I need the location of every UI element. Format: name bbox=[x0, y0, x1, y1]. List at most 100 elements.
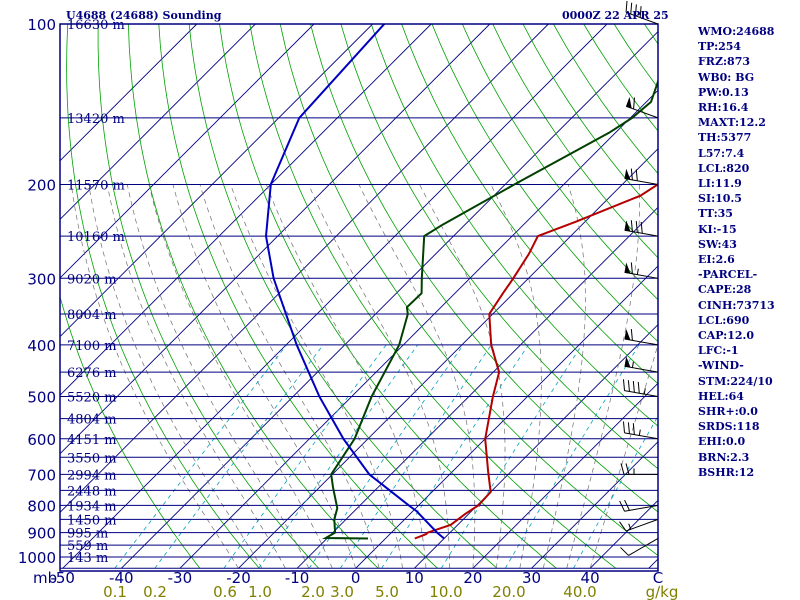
mixing-ratio-line bbox=[223, 344, 387, 569]
dry-adiabat-line bbox=[128, 24, 379, 569]
moist-adiabat-line bbox=[490, 184, 542, 569]
moist-adiabat-line bbox=[358, 184, 476, 569]
pressure-tick-label: 400 bbox=[27, 337, 56, 355]
wind-barb-flag bbox=[619, 521, 627, 532]
dry-adiabat-line bbox=[158, 24, 438, 569]
wind-barb-half-flag bbox=[636, 268, 639, 275]
moist-adiabat-line bbox=[199, 184, 380, 569]
plot-border bbox=[59, 23, 659, 572]
index-entry: SI:10.5 bbox=[698, 192, 742, 206]
moist-adiabat-line bbox=[419, 184, 506, 569]
wind-barb-staff bbox=[625, 518, 659, 532]
dry-adiabat-line bbox=[401, 24, 658, 385]
wind-barb-flag bbox=[630, 168, 633, 180]
wind-barb-flag bbox=[620, 547, 629, 556]
moist-adiabat-line bbox=[542, 184, 586, 569]
dry-adiabat-line bbox=[492, 24, 658, 259]
plot-frame bbox=[59, 23, 659, 572]
index-entry: CINH:73713 bbox=[698, 298, 775, 312]
wind-barb-flag bbox=[630, 328, 633, 341]
moist-adiabat-line bbox=[70, 184, 239, 569]
height-label: 10160 m bbox=[67, 230, 125, 245]
height-label: 559 m bbox=[67, 539, 108, 554]
wind-barb bbox=[625, 0, 659, 25]
isotherm-line bbox=[60, 24, 315, 279]
mixing-ratio-line bbox=[114, 344, 288, 569]
index-entry: EI:2.6 bbox=[698, 253, 735, 267]
wind-barb-flag bbox=[632, 380, 635, 393]
temperature-tick-label: -30 bbox=[168, 569, 193, 587]
wind-barb bbox=[624, 168, 659, 185]
mixing-ratio-line bbox=[154, 344, 324, 569]
wind-barb-flag bbox=[630, 2, 633, 15]
wind-barb-flag bbox=[639, 6, 642, 18]
temperature-tick-label: -10 bbox=[285, 569, 310, 587]
dry-adiabat-line bbox=[310, 24, 658, 513]
wind-barb bbox=[619, 499, 659, 512]
mixing-ratio-tick-label: 0.2 bbox=[143, 583, 167, 600]
moist-adiabat-line bbox=[148, 184, 333, 569]
height-label: 16630 m bbox=[67, 18, 125, 33]
temperature-tick-label: -20 bbox=[226, 569, 251, 587]
isotherm-line bbox=[60, 24, 549, 514]
index-entry: RH:16.4 bbox=[698, 101, 749, 115]
mixing-ratio-tick-label: 20.0 bbox=[492, 583, 525, 600]
height-label: 995 m bbox=[67, 527, 108, 542]
index-entry: SHR+:0.0 bbox=[698, 405, 758, 419]
dry-adiabat-line bbox=[97, 24, 320, 569]
index-entry: L57:7.4 bbox=[698, 146, 745, 160]
height-label: 3550 m bbox=[67, 451, 117, 466]
index-entry: TP:254 bbox=[698, 40, 742, 54]
temperature-tick-label: C bbox=[653, 569, 663, 587]
index-entry: LI:11.9 bbox=[698, 177, 742, 191]
isotherm-line bbox=[120, 30, 658, 569]
mixing-ratio-line bbox=[339, 344, 492, 569]
height-label: 2448 m bbox=[67, 484, 117, 499]
wind-barb-staff bbox=[625, 105, 659, 119]
isotherm-line bbox=[60, 24, 256, 221]
wind-barb-flag bbox=[622, 379, 626, 391]
pressure-tick-label: 300 bbox=[27, 270, 56, 288]
sounding-time: 0000Z 22 APR 25 bbox=[562, 9, 669, 22]
wind-barb-flag bbox=[637, 381, 640, 394]
wind-barb bbox=[624, 220, 659, 237]
height-label: 4804 m bbox=[67, 413, 117, 428]
pressure-tick-label: 700 bbox=[27, 466, 56, 484]
index-entry: SW:43 bbox=[698, 237, 737, 251]
pressure-tick-label: 200 bbox=[27, 176, 56, 194]
height-label: 4151 m bbox=[67, 433, 117, 448]
height-label: 1934 m bbox=[67, 499, 117, 514]
wind-barb bbox=[622, 421, 659, 440]
index-entry: LFC:-1 bbox=[698, 344, 739, 358]
wind-barb-pennant bbox=[624, 329, 631, 341]
pressure-tick-label: 800 bbox=[27, 497, 56, 515]
wind-barb-flag bbox=[619, 500, 625, 512]
isotherm-line bbox=[60, 24, 491, 455]
index-entry: CAPE:28 bbox=[698, 283, 752, 297]
isotherm-line bbox=[355, 265, 658, 569]
isotherm-line bbox=[531, 441, 658, 569]
wind-barb-staff bbox=[628, 538, 659, 556]
wind-barb-staff bbox=[624, 504, 659, 512]
isotherm-line bbox=[472, 382, 658, 569]
index-entry: EHI:0.0 bbox=[698, 435, 746, 449]
wind-barb-half-flag bbox=[643, 388, 646, 395]
dry-adiabat-line bbox=[66, 24, 260, 569]
mixing-ratio-tick-label: 40.0 bbox=[563, 583, 596, 600]
mixing-ratio-line bbox=[258, 344, 419, 569]
height-label: 143 m bbox=[67, 551, 108, 566]
mixing-ratio-tick-label: 5.0 bbox=[375, 583, 399, 600]
moist-adiabat-line bbox=[266, 184, 427, 569]
wind-barb bbox=[624, 262, 659, 279]
wind-barb bbox=[622, 379, 659, 398]
wind-barb-flag bbox=[632, 423, 635, 435]
index-entry: WB0: BG bbox=[698, 70, 755, 84]
height-label: 2994 m bbox=[67, 468, 117, 483]
moist-adiabat-line bbox=[308, 184, 450, 569]
index-entry: TH:5377 bbox=[698, 131, 752, 145]
wind-barb-staff bbox=[624, 390, 659, 398]
temperature-tick-label: 0 bbox=[351, 569, 361, 587]
temperature-tick-label: 10 bbox=[405, 569, 424, 587]
pressure-tick-labels: 100 200 300 400 500 600 700 800 900 1000 mb bbox=[18, 16, 57, 587]
wind-barb-flag bbox=[627, 380, 630, 392]
